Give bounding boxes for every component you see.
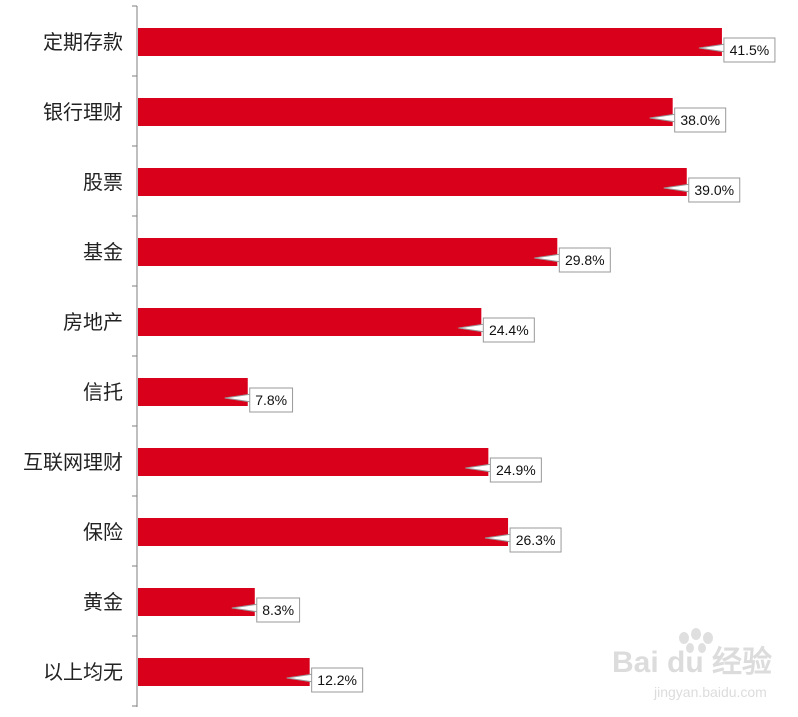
- watermark-url: jingyan.baidu.com: [653, 684, 767, 700]
- value-label-seam: [312, 669, 319, 691]
- category-label: 黄金: [83, 590, 123, 614]
- value-label: 26.3%: [516, 532, 556, 548]
- value-label-box: [311, 667, 364, 693]
- value-label: 7.8%: [255, 392, 287, 408]
- value-label-seam: [511, 529, 518, 551]
- baidu-paw-icon: [679, 628, 713, 653]
- category-label: 房地产: [63, 310, 123, 334]
- bar: [138, 98, 673, 126]
- value-label-box: [256, 597, 301, 623]
- value-label-box: [723, 37, 776, 63]
- category-label: 信托: [83, 380, 123, 404]
- bar: [138, 238, 558, 266]
- category-label: 基金: [83, 240, 123, 264]
- bar: [138, 378, 248, 406]
- value-label-box: [249, 387, 294, 413]
- value-label-seam: [675, 109, 682, 131]
- value-label-box: [509, 527, 562, 553]
- bar: [138, 308, 482, 336]
- axis-layer: [132, 5, 138, 707]
- labels-layer: 定期存款 41.5% 银行理财 38.0% 股票 39.0% 基金 29.8% 房地产 24.4%…: [23, 30, 776, 693]
- bar: [138, 518, 509, 546]
- value-label-box: [688, 177, 741, 203]
- value-label: 24.9%: [496, 462, 536, 478]
- bar: [138, 168, 687, 196]
- value-label-seam: [724, 39, 731, 61]
- value-label-box: [482, 317, 535, 343]
- category-label: 股票: [83, 170, 123, 194]
- value-label: 38.0%: [680, 112, 720, 128]
- value-label-seam: [250, 389, 257, 411]
- value-label-seam: [689, 179, 696, 201]
- category-label: 银行理财: [43, 100, 123, 124]
- bar: [138, 658, 310, 686]
- bar: [138, 28, 722, 56]
- value-label-seam: [560, 249, 567, 271]
- category-label: 互联网理财: [23, 450, 123, 474]
- category-label: 定期存款: [43, 30, 123, 54]
- value-label-seam: [491, 459, 498, 481]
- value-label-box: [558, 247, 611, 273]
- watermark: Bai du 经验 jingyan.baidu.com: [612, 628, 772, 700]
- bar: [138, 448, 489, 476]
- value-label-box: [489, 457, 542, 483]
- value-label: 12.2%: [317, 672, 357, 688]
- value-label: 29.8%: [565, 252, 605, 268]
- category-label: 保险: [83, 520, 123, 544]
- watermark-brand: Bai du 经验: [612, 645, 772, 679]
- value-label: 8.3%: [262, 602, 294, 618]
- category-label: 以上均无: [43, 660, 123, 684]
- value-label-seam: [257, 599, 264, 621]
- bars-layer: [138, 28, 722, 686]
- value-label: 24.4%: [489, 322, 529, 338]
- value-label: 39.0%: [694, 182, 734, 198]
- value-label: 41.5%: [730, 42, 770, 58]
- value-label-seam: [484, 319, 491, 341]
- value-label-box: [674, 107, 727, 133]
- bar: [138, 588, 255, 616]
